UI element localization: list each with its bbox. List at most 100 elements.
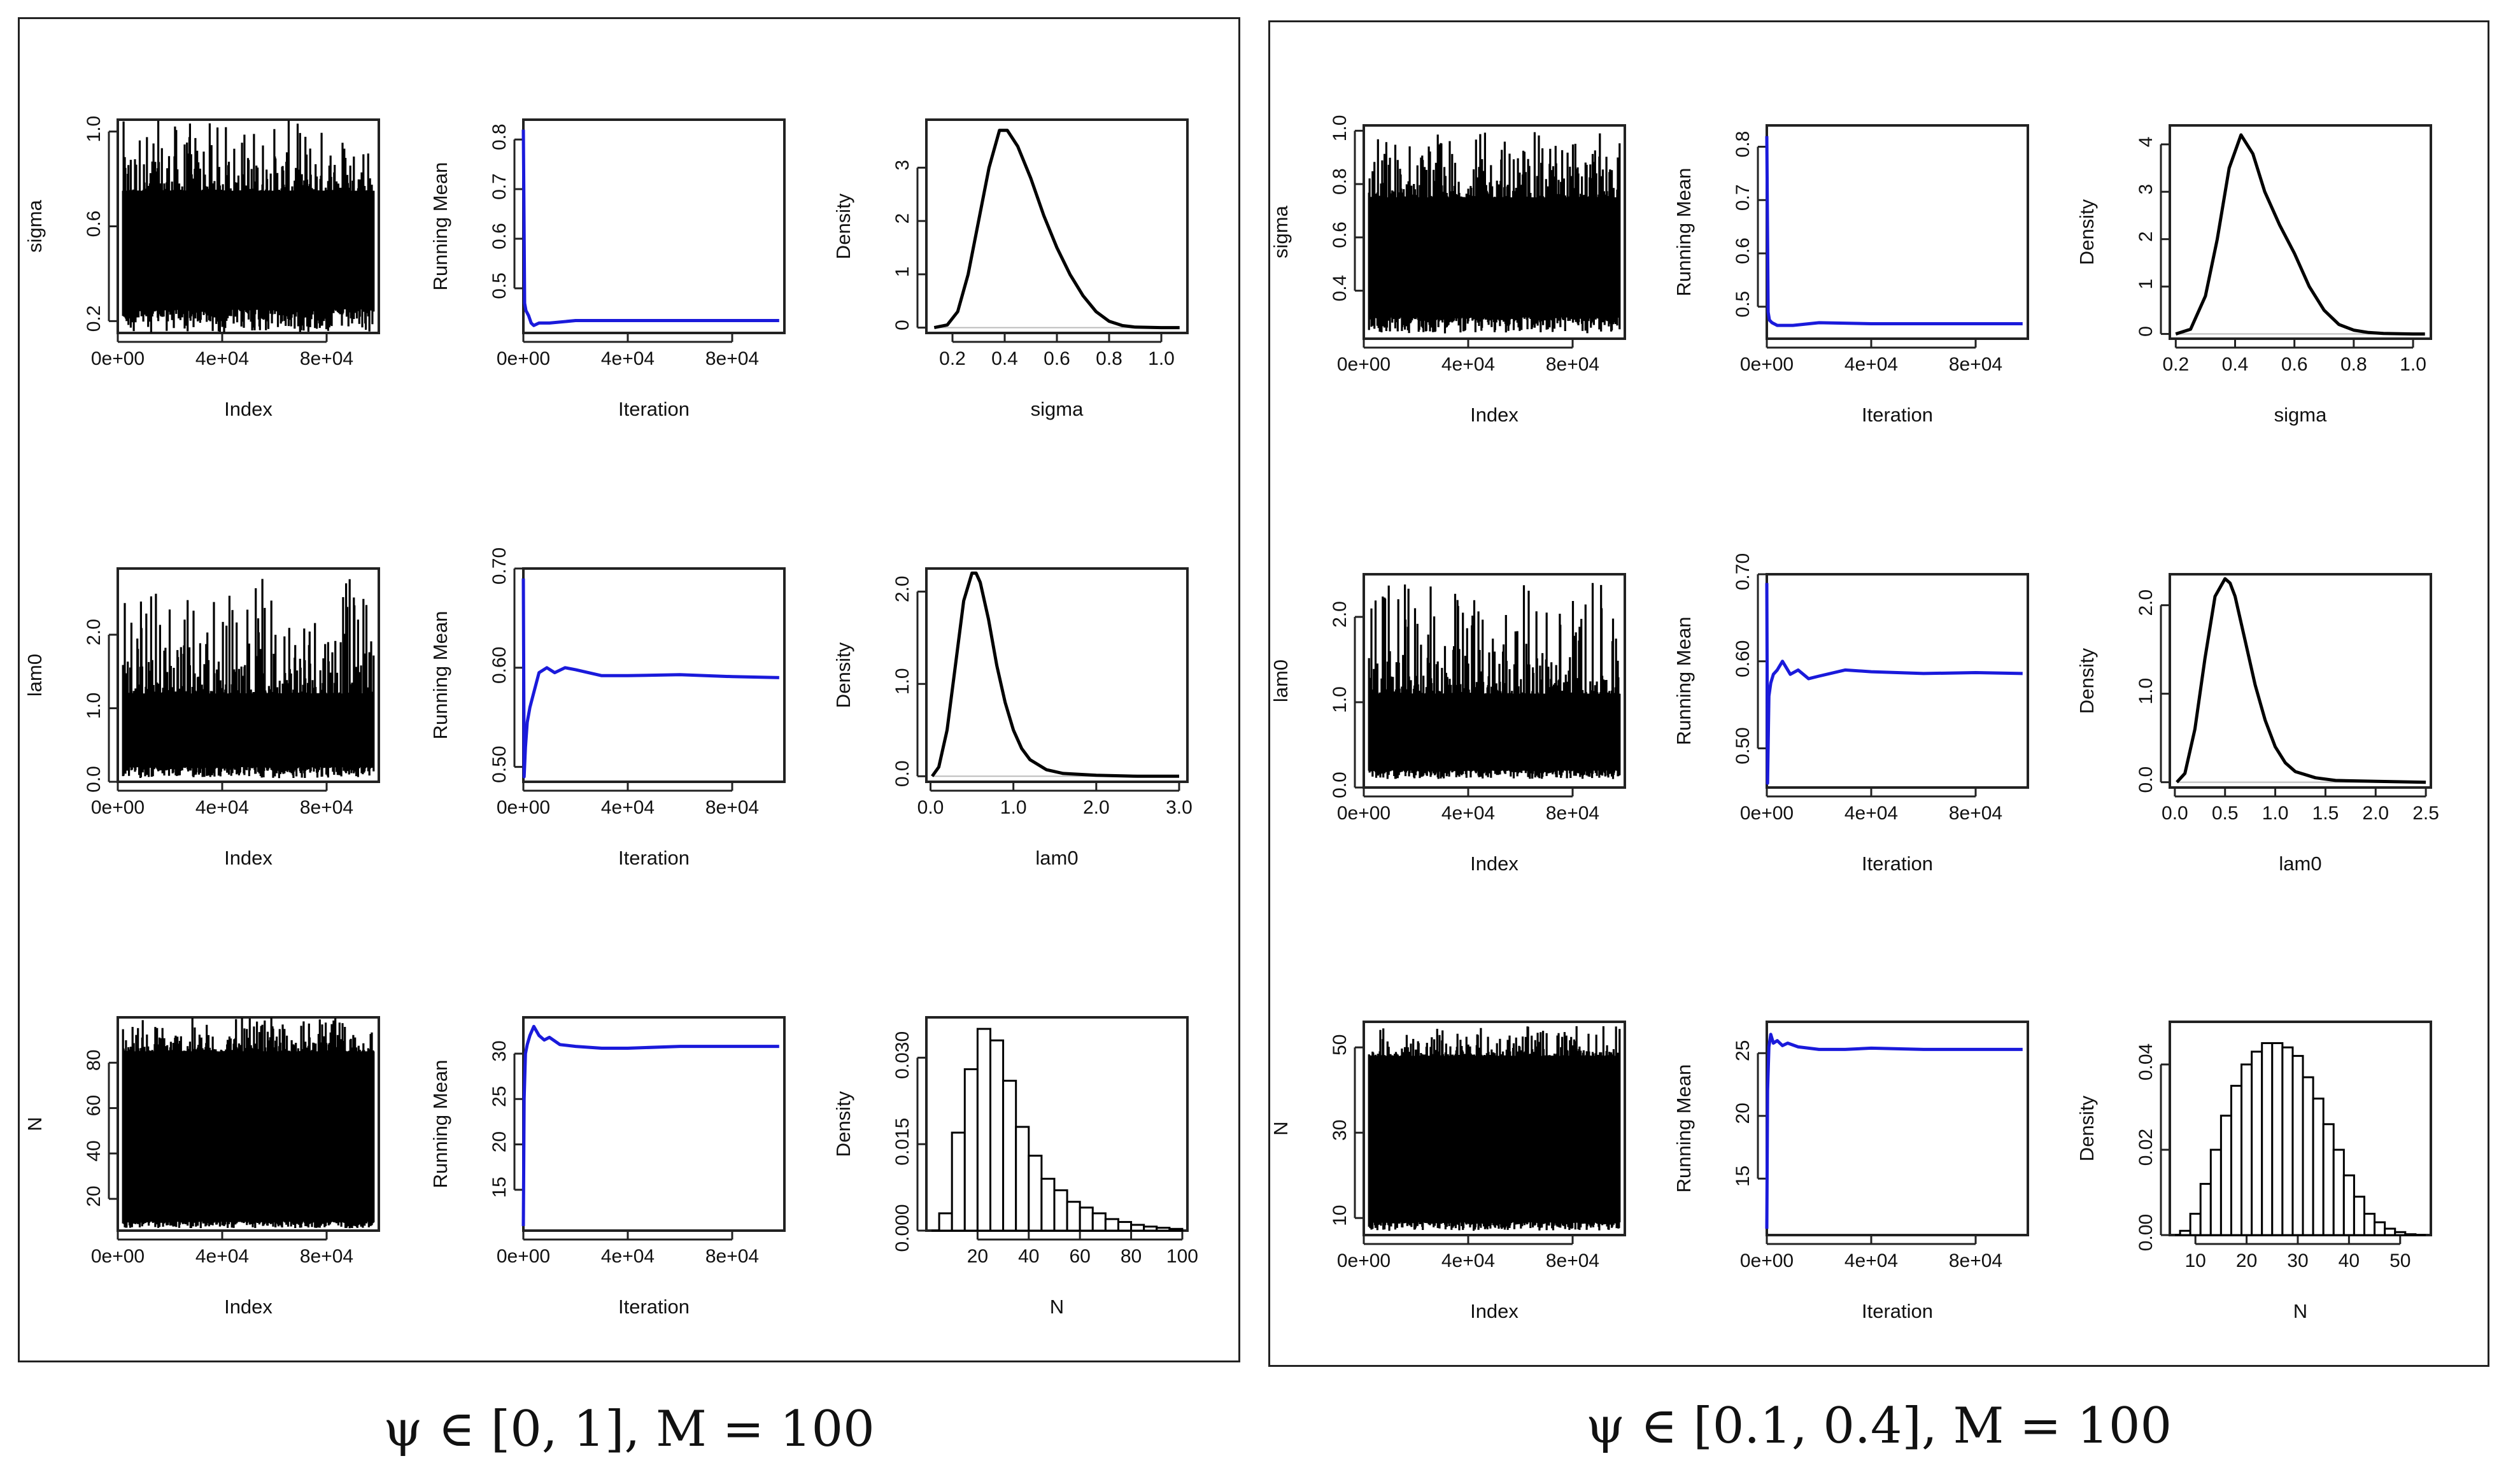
y-tick-label: 2.0 <box>1329 601 1350 628</box>
chart-right-lam0-running_mean: 0e+00 4e+04 8e+04 0.50 0.60 0.70 Iteration Runn… <box>1673 553 2029 875</box>
y-axis-label: N <box>24 1117 46 1131</box>
histogram-bar <box>989 1039 1005 1232</box>
x-tick-label: 8e+04 <box>705 797 759 818</box>
x-tick-label: 4e+04 <box>1441 803 1495 824</box>
histogram-bar <box>1066 1201 1081 1232</box>
histogram-bar <box>1028 1154 1043 1232</box>
y-tick-label: 0.50 <box>489 746 510 782</box>
histogram-bar <box>2291 1055 2304 1236</box>
y-tick-label: 2.0 <box>2135 590 2156 616</box>
x-tick-label: 8e+04 <box>1546 803 1599 824</box>
x-tick-label: 4e+04 <box>1844 354 1898 375</box>
y-tick-label: 1.0 <box>2135 678 2156 705</box>
y-axis-label: Density <box>2076 1095 2098 1161</box>
y-axis-label: Running Mean <box>1673 1064 1695 1193</box>
trace-line <box>122 579 375 779</box>
histogram-bar <box>976 1028 991 1232</box>
y-tick-label: 0.0 <box>1329 772 1350 798</box>
y-tick-label: 25 <box>489 1086 510 1107</box>
x-tick-label: 30 <box>2287 1250 2308 1271</box>
density-curve <box>2176 577 2426 784</box>
y-tick-label: 0.7 <box>489 173 510 200</box>
x-tick-label: 0.4 <box>2222 354 2249 375</box>
chart-left-lam0-trace: 0e+00 4e+04 8e+04 0.0 1.0 2.0 Index lam0 <box>24 567 380 869</box>
x-tick-label: 2.5 <box>2412 803 2439 824</box>
running-mean-line <box>521 1024 779 1226</box>
y-tick-label: 25 <box>1732 1040 1753 1061</box>
y-tick-label: 2 <box>2135 231 2156 242</box>
x-axis-label: sigma <box>1031 398 1084 420</box>
y-tick-label: 15 <box>1732 1166 1753 1187</box>
x-tick-label: 0.0 <box>917 797 944 818</box>
y-axis-label: N <box>1270 1121 1292 1135</box>
y-tick-label: 0.7 <box>1732 184 1753 211</box>
y-tick-label: 0 <box>892 320 913 330</box>
x-tick-label: 8e+04 <box>1546 354 1599 375</box>
y-tick-label: 0.0 <box>2135 767 2156 793</box>
x-tick-label: 4e+04 <box>1844 1250 1898 1271</box>
y-tick-label: 0.6 <box>1732 237 1753 264</box>
x-tick-label: 20 <box>2236 1250 2257 1271</box>
chart-right-lam0-density: 0.0 0.5 1.0 1.5 2.0 2.5 0.0 1.0 2.0 lam0 Density <box>2076 573 2439 875</box>
plot-box <box>1766 573 2029 789</box>
y-tick-label: 0.50 <box>1732 727 1753 764</box>
x-tick-label: 1.0 <box>1148 348 1175 369</box>
y-tick-label: 4 <box>2135 136 2156 147</box>
trace-line <box>1368 132 1621 334</box>
chart-right-N-histogram: 10 20 30 40 50 0.00 0.02 0.04 N Density <box>2076 1021 2432 1322</box>
histogram-bar <box>2209 1148 2222 1236</box>
x-axis-label: Index <box>224 398 273 420</box>
x-axis-label: Iteration <box>618 1296 690 1318</box>
x-tick-label: 8e+04 <box>300 1246 353 1267</box>
plot-box <box>522 1016 786 1232</box>
y-tick-label: 1.0 <box>83 116 104 143</box>
y-tick-label: 0.6 <box>1329 222 1350 248</box>
y-tick-label: 0.04 <box>2135 1043 2156 1080</box>
x-tick-label: 8e+04 <box>705 1246 759 1267</box>
x-axis-label: Iteration <box>1862 404 1933 426</box>
running-mean-line <box>521 129 779 327</box>
y-tick-label: 0.0 <box>83 766 104 793</box>
histogram-bar <box>2251 1050 2263 1236</box>
histogram-bar <box>1117 1220 1133 1232</box>
y-tick-label: 0.70 <box>489 548 510 584</box>
y-axis-label: Density <box>2076 199 2098 265</box>
x-tick-label: 0.0 <box>2162 803 2188 824</box>
chart-left-lam0-density: 0.0 1.0 2.0 3.0 0.0 1.0 2.0 lam0 Density <box>832 567 1193 869</box>
y-axis-label: Density <box>2076 647 2098 714</box>
x-axis-label: Iteration <box>1862 852 1933 875</box>
y-tick-label: 1.0 <box>83 693 104 719</box>
x-axis-label: sigma <box>2274 404 2327 426</box>
chart-right-N-trace: 0e+00 4e+04 8e+04 10 30 50 Index N <box>1270 1021 1626 1322</box>
x-tick-label: 8e+04 <box>1949 354 2002 375</box>
y-tick-label: 50 <box>1329 1035 1350 1056</box>
x-axis-label: Index <box>224 847 273 869</box>
histogram-bar <box>2230 1085 2243 1236</box>
y-tick-label: 0.5 <box>1732 291 1753 318</box>
y-tick-label: 1 <box>892 267 913 278</box>
x-tick-label: 4e+04 <box>195 797 249 818</box>
x-tick-label: 0.4 <box>991 348 1018 369</box>
chart-right-sigma-density: 0.2 0.4 0.6 0.8 1.0 0 1 2 3 4 sigma Density <box>2076 124 2432 426</box>
x-tick-label: 4e+04 <box>1844 803 1898 824</box>
x-tick-label: 50 <box>2389 1250 2410 1271</box>
y-tick-label: 1 <box>2135 279 2156 290</box>
x-tick-label: 4e+04 <box>1441 1250 1495 1271</box>
histogram-bar <box>2332 1148 2345 1236</box>
x-axis-label: lam0 <box>1035 847 1078 869</box>
y-tick-label: 2.0 <box>83 619 104 646</box>
y-tick-label: 0.60 <box>1732 640 1753 677</box>
histogram-bar <box>1053 1189 1068 1232</box>
x-tick-label: 100 <box>1166 1246 1198 1267</box>
x-tick-label: 2.0 <box>1083 797 1110 818</box>
x-tick-label: 0e+00 <box>1740 354 1794 375</box>
histogram-bar <box>2261 1042 2274 1236</box>
histogram-bar <box>2312 1098 2325 1236</box>
y-tick-label: 0.60 <box>489 647 510 684</box>
y-tick-label: 80 <box>83 1050 104 1071</box>
y-tick-label: 0.8 <box>1329 168 1350 195</box>
x-axis-label: Index <box>1470 404 1518 426</box>
y-tick-label: 20 <box>489 1131 510 1152</box>
y-tick-label: 2.0 <box>892 576 913 602</box>
